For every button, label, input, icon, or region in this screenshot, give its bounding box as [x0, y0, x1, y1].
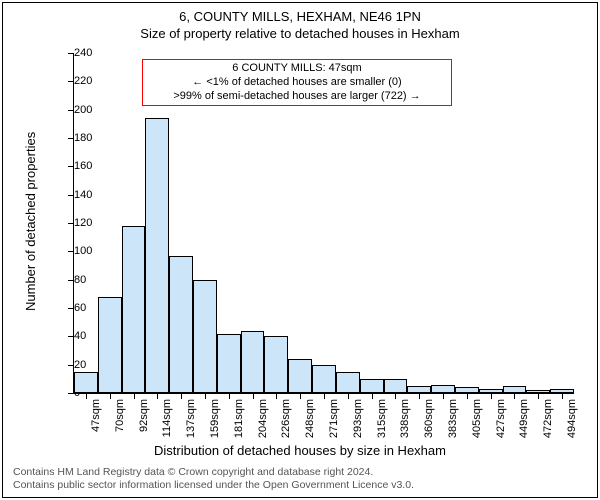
histogram-bar — [431, 385, 455, 394]
chart-subtitle: Size of property relative to detached ho… — [3, 24, 597, 41]
x-tick-label: 383sqm — [447, 399, 459, 438]
x-tick — [538, 393, 539, 399]
x-tick-label: 47sqm — [90, 399, 102, 432]
x-tick-label: 405sqm — [471, 399, 483, 438]
x-tick-label: 114sqm — [161, 399, 173, 437]
x-tick — [491, 393, 492, 399]
histogram-bar — [503, 386, 527, 393]
x-tick — [300, 393, 301, 399]
x-tick-label: 472sqm — [542, 399, 554, 438]
x-tick-label: 248sqm — [304, 399, 316, 438]
histogram-bar — [74, 372, 98, 393]
histogram-bar — [264, 336, 288, 393]
histogram-bar — [360, 379, 384, 393]
x-tick-label: 159sqm — [209, 399, 221, 438]
x-tick — [348, 393, 349, 399]
x-tick — [205, 393, 206, 399]
histogram-bar — [312, 365, 336, 393]
x-tick — [395, 393, 396, 399]
x-tick-label: 181sqm — [233, 399, 245, 438]
credit-line-1: Contains HM Land Registry data © Crown c… — [13, 466, 414, 480]
x-tick — [134, 393, 135, 399]
histogram-bar — [288, 359, 312, 393]
x-tick — [467, 393, 468, 399]
histogram-bar — [217, 334, 241, 394]
credits: Contains HM Land Registry data © Crown c… — [13, 466, 414, 493]
histogram-bar — [384, 379, 408, 393]
x-tick — [253, 393, 254, 399]
x-tick-label: 315sqm — [376, 399, 388, 438]
x-tick-label: 427sqm — [495, 399, 507, 438]
annotation-line-1: 6 COUNTY MILLS: 47sqm — [149, 62, 445, 76]
plot-area: 6 COUNTY MILLS: 47sqm ← <1% of detached … — [73, 53, 574, 394]
annotation-line-2: ← <1% of detached houses are smaller (0) — [149, 76, 445, 90]
x-tick-label: 226sqm — [280, 399, 292, 438]
histogram-bar — [122, 226, 146, 393]
annotation-box: 6 COUNTY MILLS: 47sqm ← <1% of detached … — [142, 59, 452, 106]
chart-frame: 6, COUNTY MILLS, HEXHAM, NE46 1PN Size o… — [2, 2, 598, 498]
x-tick — [443, 393, 444, 399]
histogram-bar — [193, 280, 217, 393]
x-tick-label: 137sqm — [185, 399, 197, 438]
histogram-bar — [241, 331, 265, 393]
x-tick-label: 70sqm — [114, 399, 126, 432]
x-tick-label: 449sqm — [518, 399, 530, 438]
x-tick-label: 204sqm — [257, 399, 269, 438]
x-tick — [181, 393, 182, 399]
histogram-bar — [98, 297, 122, 393]
histogram-bar — [407, 386, 431, 393]
x-tick-label: 494sqm — [566, 399, 578, 438]
y-axis-label: Number of detached properties — [23, 132, 38, 311]
histogram-bar — [336, 372, 360, 393]
x-tick — [110, 393, 111, 399]
x-tick-label: 338sqm — [399, 399, 411, 438]
x-axis-label: Distribution of detached houses by size … — [3, 443, 597, 458]
x-tick — [229, 393, 230, 399]
x-tick — [562, 393, 563, 399]
x-tick — [419, 393, 420, 399]
x-tick-label: 293sqm — [352, 399, 364, 438]
x-tick — [514, 393, 515, 399]
x-tick-label: 271sqm — [328, 399, 340, 438]
histogram-bar — [169, 256, 193, 393]
x-tick — [276, 393, 277, 399]
x-tick — [324, 393, 325, 399]
credit-line-2: Contains public sector information licen… — [13, 479, 414, 493]
x-tick-label: 92sqm — [138, 399, 150, 432]
x-tick-label: 360sqm — [423, 399, 435, 438]
x-tick — [157, 393, 158, 399]
x-tick — [86, 393, 87, 399]
x-tick — [372, 393, 373, 399]
histogram-bar — [145, 118, 169, 393]
annotation-line-3: >99% of semi-detached houses are larger … — [149, 90, 445, 104]
chart-title: 6, COUNTY MILLS, HEXHAM, NE46 1PN — [3, 3, 597, 24]
